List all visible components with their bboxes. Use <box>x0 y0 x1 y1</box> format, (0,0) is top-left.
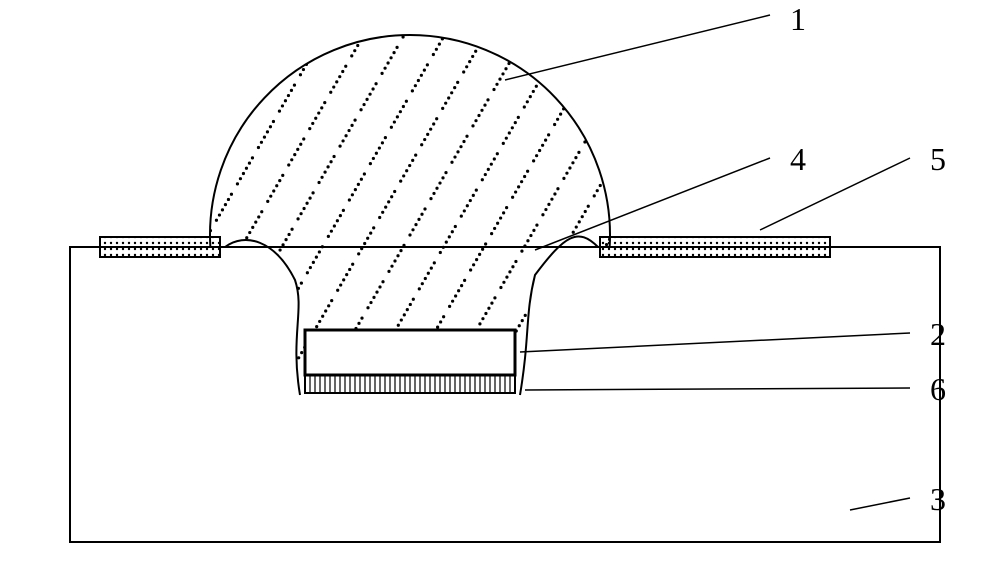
chip-rect <box>305 330 515 375</box>
label-5: 5 <box>930 141 946 177</box>
cross-section-diagram: 1 4 5 2 6 3 <box>0 0 1000 586</box>
leader-lines <box>505 15 910 510</box>
label-6: 6 <box>930 371 946 407</box>
label-numbers: 1 4 5 2 6 3 <box>790 1 946 517</box>
label-2: 2 <box>930 316 946 352</box>
dome-lens <box>210 35 610 247</box>
label-3: 3 <box>930 481 946 517</box>
label-1: 1 <box>790 1 806 37</box>
label-4: 4 <box>790 141 806 177</box>
right-electrode-bar <box>600 237 830 257</box>
left-electrode-bar <box>100 237 220 257</box>
phosphor-dotted-fill <box>0 0 898 586</box>
die-attach-hatched <box>305 375 515 393</box>
substrate-body <box>70 247 940 542</box>
